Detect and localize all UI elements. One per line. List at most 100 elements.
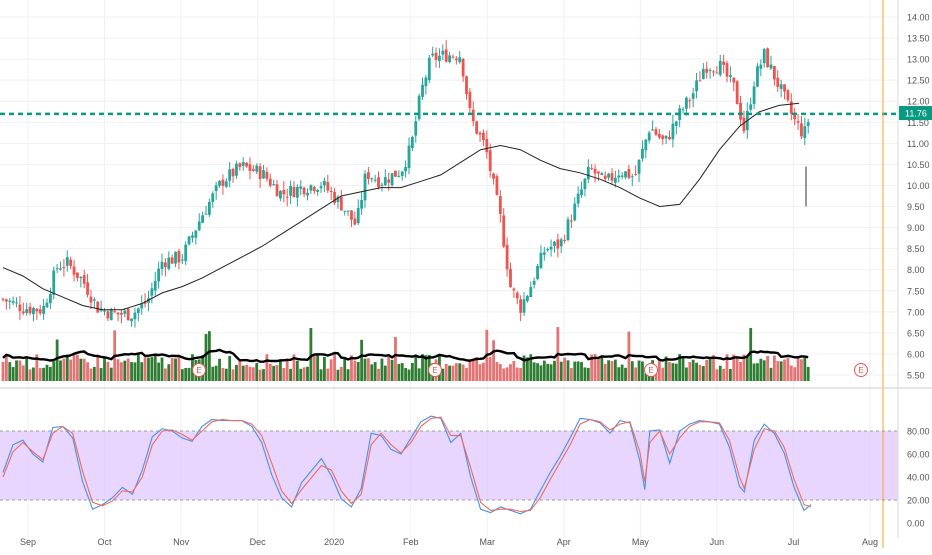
candle-body[interactable] (718, 60, 722, 75)
candle-body[interactable] (427, 57, 431, 81)
candle-body[interactable] (116, 312, 120, 315)
candle-body[interactable] (424, 77, 428, 87)
candle-body[interactable] (167, 257, 171, 269)
candle-body[interactable] (800, 123, 803, 137)
candle-body[interactable] (519, 299, 523, 313)
candle-body[interactable] (25, 309, 29, 313)
candle-body[interactable] (272, 184, 276, 186)
candle-body[interactable] (15, 302, 18, 304)
candle-body[interactable] (133, 312, 137, 320)
candle-body[interactable] (218, 180, 221, 186)
candle-body[interactable] (637, 159, 641, 174)
candle-body[interactable] (32, 308, 35, 315)
candle-body[interactable] (630, 176, 634, 178)
candle-body[interactable] (130, 318, 133, 322)
candle-body[interactable] (292, 186, 296, 198)
candle-body[interactable] (468, 91, 472, 109)
candle-body[interactable] (383, 177, 387, 186)
candle-body[interactable] (590, 168, 594, 170)
candle-body[interactable] (62, 267, 66, 269)
candle-body[interactable] (607, 173, 611, 178)
candle-body[interactable] (691, 93, 695, 99)
candle-body[interactable] (295, 186, 299, 198)
candle-body[interactable] (536, 266, 539, 280)
candle-body[interactable] (786, 90, 790, 101)
candle-body[interactable] (4, 299, 8, 302)
candle-body[interactable] (76, 272, 79, 278)
candle-body[interactable] (89, 296, 93, 303)
candle-body[interactable] (177, 250, 181, 263)
candle-body[interactable] (532, 280, 536, 285)
candle-body[interactable] (279, 190, 282, 199)
candle-body[interactable] (170, 257, 174, 264)
candle-body[interactable] (380, 184, 384, 186)
candle-body[interactable] (312, 186, 316, 192)
candle-body[interactable] (275, 184, 279, 197)
candle-body[interactable] (143, 301, 147, 304)
candle-body[interactable] (698, 80, 702, 82)
candle-body[interactable] (82, 275, 86, 284)
candle-body[interactable] (224, 181, 228, 187)
candle-body[interactable] (194, 230, 198, 238)
candle-body[interactable] (255, 165, 259, 172)
candle-body[interactable] (79, 276, 83, 279)
candle-body[interactable] (72, 266, 76, 275)
candle-body[interactable] (265, 171, 269, 179)
candle-body[interactable] (617, 175, 621, 178)
candle-body[interactable] (204, 213, 208, 215)
candle-body[interactable] (712, 71, 715, 73)
candle-body[interactable] (113, 311, 117, 313)
candle-body[interactable] (126, 308, 130, 321)
candle-body[interactable] (559, 239, 563, 247)
candle-body[interactable] (241, 162, 245, 166)
candle-body[interactable] (529, 287, 533, 298)
price-axis[interactable]: 14.00 13.50 13.00 12.50 12.00 11.50 11.00 10.50… (907, 13, 930, 381)
time-axis[interactable]: Sep Oct Nov Dec 2020 Feb Mar Apr May Jun Jul Aug (20, 537, 878, 547)
candle-body[interactable] (28, 306, 32, 314)
candle-body[interactable] (471, 109, 475, 122)
candle-body[interactable] (492, 173, 495, 179)
earnings-marker[interactable]: E (192, 363, 206, 377)
candle-body[interactable] (410, 136, 414, 149)
candle-body[interactable] (282, 190, 286, 195)
candle-body[interactable] (414, 121, 418, 136)
candle-body[interactable] (59, 268, 62, 270)
candle-body[interactable] (549, 246, 553, 250)
candle-body[interactable] (65, 257, 69, 266)
candle-body[interactable] (793, 115, 797, 120)
candle-body[interactable] (18, 304, 22, 312)
candle-body[interactable] (350, 210, 353, 220)
candle-body[interactable] (417, 95, 421, 120)
candle-body[interactable] (316, 189, 320, 192)
candle-body[interactable] (221, 179, 225, 186)
earnings-marker[interactable]: E (644, 363, 658, 377)
candle-body[interactable] (370, 178, 374, 180)
candle-body[interactable] (657, 133, 661, 138)
candle-body[interactable] (766, 48, 770, 68)
candle-body[interactable] (610, 173, 614, 181)
candle-body[interactable] (197, 221, 201, 231)
candle-body[interactable] (201, 215, 205, 223)
candle-body[interactable] (299, 186, 303, 189)
candle-body[interactable] (722, 61, 726, 65)
candle-body[interactable] (458, 57, 462, 63)
candle-body[interactable] (634, 173, 638, 175)
candle-body[interactable] (749, 104, 753, 110)
candle-body[interactable] (421, 84, 424, 97)
candle-body[interactable] (123, 310, 127, 314)
candle-body[interactable] (153, 280, 157, 291)
candle-body[interactable] (343, 210, 347, 212)
candle-body[interactable] (211, 193, 215, 202)
candle-body[interactable] (163, 262, 167, 268)
candle-body[interactable] (509, 269, 512, 287)
candle-body[interactable] (323, 180, 326, 186)
candle-body[interactable] (333, 192, 336, 204)
candle-body[interactable] (624, 171, 627, 178)
candle-body[interactable] (725, 63, 729, 77)
candle-body[interactable] (576, 193, 580, 204)
candle-body[interactable] (444, 49, 448, 62)
candle-body[interactable] (475, 121, 479, 134)
candle-body[interactable] (502, 215, 506, 247)
candle-body[interactable] (661, 135, 665, 139)
